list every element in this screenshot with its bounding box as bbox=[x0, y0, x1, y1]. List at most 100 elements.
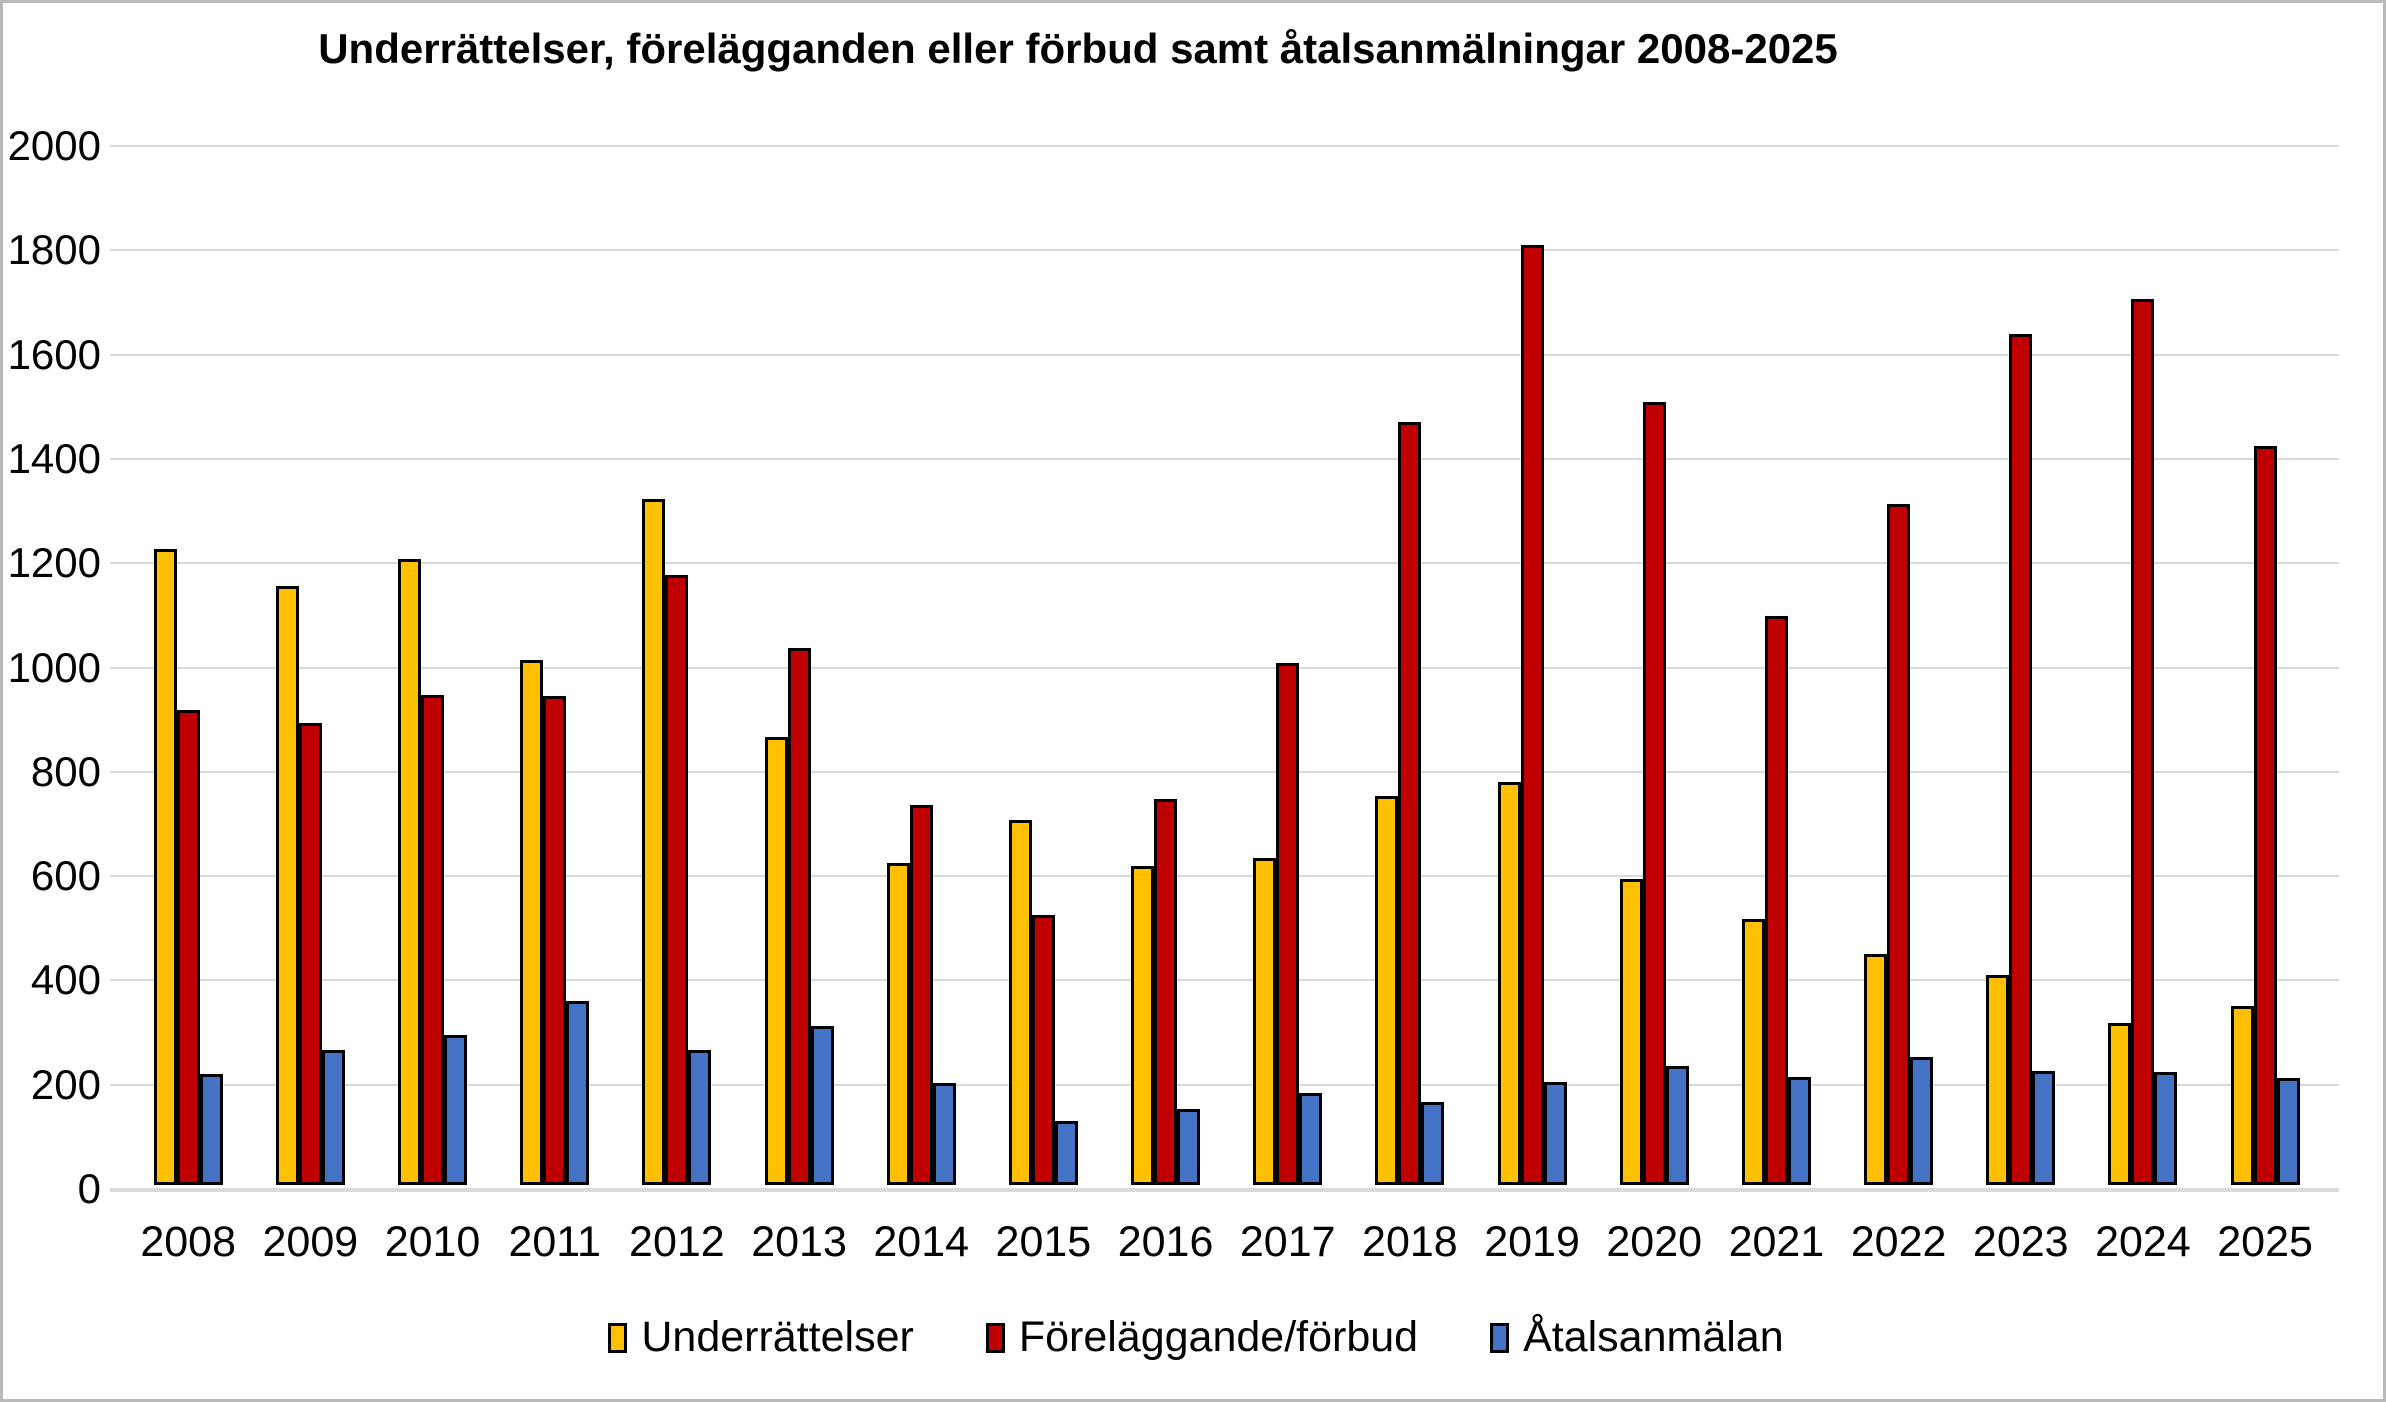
legend-swatch-icon bbox=[1490, 1322, 1510, 1353]
legend-label: Underrättelser bbox=[641, 1313, 914, 1361]
bar-underr-ttelser-2015 bbox=[1008, 820, 1032, 1185]
x-axis-tick-label: 2013 bbox=[751, 1218, 847, 1266]
bar-f-rel-ggande-f-rbud-2014 bbox=[909, 805, 933, 1185]
x-axis-tick-label: 2018 bbox=[1362, 1218, 1458, 1266]
bar-f-rel-ggande-f-rbud-2009 bbox=[298, 723, 322, 1185]
bar-underr-ttelser-2018 bbox=[1375, 796, 1399, 1185]
x-axis-tick-label: 2017 bbox=[1239, 1218, 1336, 1266]
y-axis-tick-label: 800 bbox=[30, 747, 101, 795]
gridline bbox=[110, 353, 2339, 356]
x-axis-tick-label: 2019 bbox=[1484, 1218, 1580, 1266]
bar-group-2012 bbox=[642, 499, 712, 1185]
bar-underr-ttelser-2013 bbox=[764, 737, 788, 1185]
gridline bbox=[110, 770, 2339, 773]
gridline bbox=[110, 457, 2339, 460]
bar--talsanm-lan-2017 bbox=[1299, 1093, 1323, 1185]
legend-swatch-icon bbox=[985, 1322, 1005, 1353]
bar-f-rel-ggande-f-rbud-2011 bbox=[543, 696, 567, 1185]
bar-f-rel-ggande-f-rbud-2019 bbox=[1520, 245, 1544, 1185]
x-axis-tick-label: 2008 bbox=[140, 1218, 237, 1266]
bar-group-2016 bbox=[1131, 799, 1201, 1185]
x-axis-tick-label: 2021 bbox=[1728, 1218, 1825, 1266]
bar-f-rel-ggande-f-rbud-2010 bbox=[421, 695, 445, 1185]
bar-underr-ttelser-2011 bbox=[520, 660, 544, 1185]
gridline bbox=[110, 979, 2339, 982]
legend-label: Åtalsanmälan bbox=[1523, 1313, 1784, 1361]
bar--talsanm-lan-2010 bbox=[444, 1035, 468, 1185]
bar-group-2017 bbox=[1253, 663, 1323, 1185]
bar--talsanm-lan-2025 bbox=[2276, 1078, 2300, 1185]
bar-underr-ttelser-2017 bbox=[1253, 858, 1277, 1185]
gridline bbox=[110, 1083, 2339, 1086]
bar-underr-ttelser-2021 bbox=[1741, 919, 1765, 1185]
x-axis-tick-label: 2024 bbox=[2095, 1218, 2191, 1266]
gridline bbox=[110, 666, 2339, 669]
bar--talsanm-lan-2023 bbox=[2032, 1071, 2056, 1185]
bar-underr-ttelser-2012 bbox=[642, 499, 666, 1185]
bar--talsanm-lan-2013 bbox=[810, 1026, 834, 1185]
x-axis-tick-label: 2010 bbox=[384, 1218, 481, 1266]
bar-group-2024 bbox=[2108, 299, 2178, 1185]
bar--talsanm-lan-2016 bbox=[1177, 1109, 1201, 1185]
bar-underr-ttelser-2008 bbox=[153, 549, 177, 1185]
x-axis-tick-label: 2016 bbox=[1117, 1218, 1214, 1266]
bar--talsanm-lan-2019 bbox=[1543, 1082, 1567, 1185]
bar-group-2018 bbox=[1375, 422, 1445, 1185]
bar--talsanm-lan-2014 bbox=[932, 1083, 956, 1185]
bar--talsanm-lan-2020 bbox=[1665, 1066, 1689, 1185]
bar--talsanm-lan-2009 bbox=[321, 1050, 345, 1185]
bar-group-2010 bbox=[398, 559, 468, 1185]
bar--talsanm-lan-2015 bbox=[1054, 1121, 1078, 1185]
bar-underr-ttelser-2022 bbox=[1864, 954, 1888, 1185]
bar-f-rel-ggande-f-rbud-2018 bbox=[1398, 422, 1422, 1185]
bar-underr-ttelser-2009 bbox=[275, 586, 299, 1185]
bar-f-rel-ggande-f-rbud-2015 bbox=[1031, 915, 1055, 1185]
bar-f-rel-ggande-f-rbud-2025 bbox=[2253, 446, 2277, 1185]
bar-f-rel-ggande-f-rbud-2008 bbox=[176, 710, 200, 1185]
bar-group-2021 bbox=[1741, 616, 1811, 1185]
bar-underr-ttelser-2014 bbox=[886, 863, 910, 1185]
bar--talsanm-lan-2022 bbox=[1910, 1057, 1934, 1185]
x-axis-tick-label: 2014 bbox=[873, 1218, 970, 1266]
bar-f-rel-ggande-f-rbud-2016 bbox=[1154, 799, 1178, 1185]
bar-group-2022 bbox=[1864, 504, 1934, 1185]
y-axis-tick-label: 600 bbox=[30, 852, 101, 900]
y-axis-tick-label: 200 bbox=[30, 1060, 101, 1108]
bar-group-2009 bbox=[275, 586, 345, 1185]
legend-item--talsanm-lan: Åtalsanmälan bbox=[1490, 1313, 1784, 1362]
bar-underr-ttelser-2024 bbox=[2108, 1023, 2132, 1185]
legend-item-f-rel-ggande-f-rbud: Föreläggande/förbud bbox=[985, 1313, 1418, 1362]
bar-underr-ttelser-2023 bbox=[1986, 975, 2010, 1185]
y-axis-tick-label: 0 bbox=[77, 1165, 101, 1212]
bar-group-2020 bbox=[1619, 402, 1689, 1185]
bar-f-rel-ggande-f-rbud-2017 bbox=[1276, 663, 1300, 1185]
bar-f-rel-ggande-f-rbud-2020 bbox=[1642, 402, 1666, 1185]
y-axis-tick-label: 1800 bbox=[7, 226, 101, 274]
x-axis-tick-label: 2011 bbox=[508, 1218, 601, 1266]
x-axis-tick-label: 2015 bbox=[995, 1218, 1092, 1266]
bar-f-rel-ggande-f-rbud-2021 bbox=[1764, 616, 1788, 1185]
bar-group-2025 bbox=[2230, 446, 2300, 1185]
y-axis-tick-label: 400 bbox=[30, 956, 101, 1004]
bar-underr-ttelser-2010 bbox=[398, 559, 422, 1185]
bar-group-2011 bbox=[520, 660, 590, 1185]
y-axis-tick-label: 2000 bbox=[7, 122, 101, 169]
bar-group-2023 bbox=[1986, 334, 2056, 1185]
bar-f-rel-ggande-f-rbud-2023 bbox=[2009, 334, 2033, 1185]
bar-f-rel-ggande-f-rbud-2022 bbox=[1887, 504, 1911, 1185]
chart-title: Underrättelser, förelägganden eller förb… bbox=[318, 25, 1838, 72]
bar-underr-ttelser-2016 bbox=[1131, 866, 1155, 1185]
y-axis-tick-label: 1200 bbox=[7, 539, 101, 587]
bar--talsanm-lan-2018 bbox=[1421, 1102, 1445, 1185]
bar-group-2008 bbox=[153, 549, 223, 1185]
x-axis-tick-label: 2012 bbox=[629, 1218, 725, 1266]
legend-swatch-icon bbox=[608, 1322, 628, 1353]
bar-group-2019 bbox=[1497, 245, 1567, 1185]
bar-underr-ttelser-2019 bbox=[1497, 782, 1521, 1185]
bar-underr-ttelser-2025 bbox=[2230, 1006, 2254, 1185]
x-axis-tick-label: 2025 bbox=[2217, 1218, 2313, 1266]
legend: Underrättelser Föreläggande/förbud Åtalsan… bbox=[3, 1313, 2383, 1362]
bar-f-rel-ggande-f-rbud-2012 bbox=[665, 575, 689, 1185]
x-axis-tick-label: 2009 bbox=[262, 1218, 359, 1266]
